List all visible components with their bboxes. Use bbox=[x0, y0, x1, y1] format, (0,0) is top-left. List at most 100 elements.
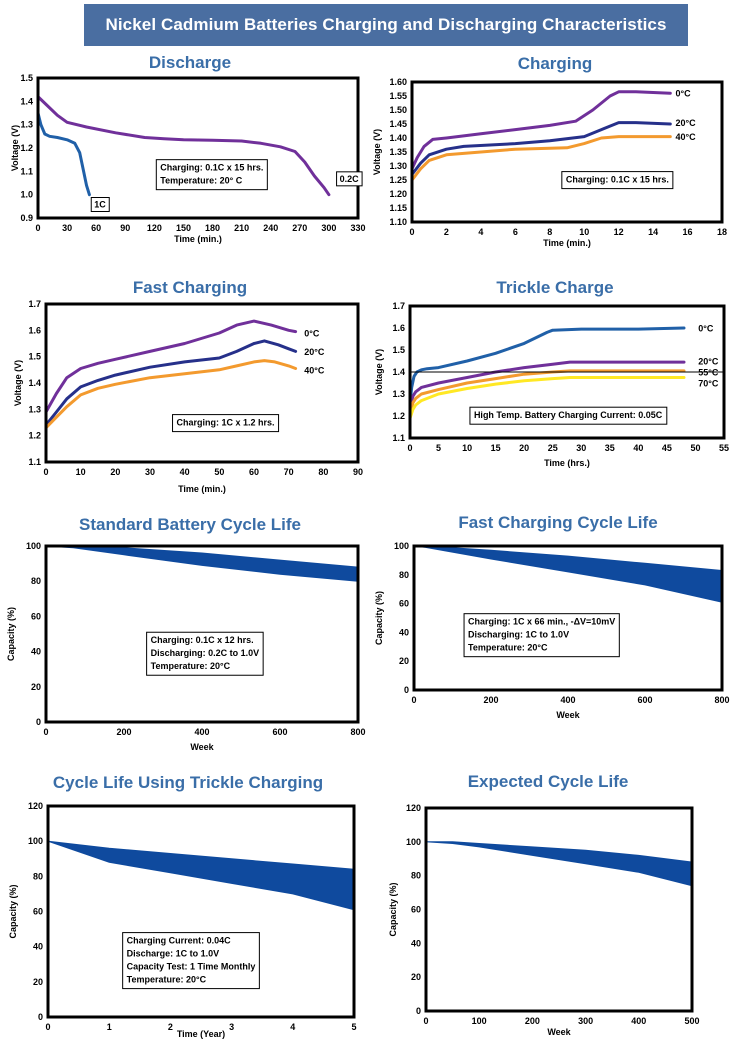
y-tick-label: 100 bbox=[406, 837, 421, 847]
x-tick-label: 3 bbox=[229, 1022, 234, 1032]
y-tick-label: 120 bbox=[28, 801, 43, 811]
series-label-box bbox=[336, 171, 363, 187]
y-tick-label: 1.55 bbox=[389, 91, 407, 101]
x-tick-label: 30 bbox=[145, 467, 155, 477]
y-tick-label: 1.7 bbox=[28, 299, 41, 309]
x-axis-label: Time (Year) bbox=[177, 1029, 225, 1039]
y-tick-label: 80 bbox=[399, 570, 409, 580]
series-line-1c bbox=[39, 112, 91, 197]
series-label-box bbox=[90, 197, 110, 212]
x-tick-label: 400 bbox=[631, 1016, 646, 1026]
notes-box-frame bbox=[463, 613, 620, 658]
x-tick-label: 210 bbox=[234, 223, 249, 233]
x-tick-label: 0 bbox=[43, 467, 48, 477]
x-tick-label: 400 bbox=[194, 727, 209, 737]
y-tick-label: 1.6 bbox=[28, 325, 41, 335]
chart-title-fast-charging-cycle-life: Fast Charging Cycle Life bbox=[458, 513, 658, 532]
x-tick-label: 300 bbox=[578, 1016, 593, 1026]
y-tick-label: 1.20 bbox=[389, 189, 407, 199]
notes-line: Capacity Test: 1 Time Monthly bbox=[127, 962, 256, 972]
x-tick-label: 30 bbox=[62, 223, 72, 233]
notes-box-frame bbox=[146, 631, 264, 676]
notes-box: High Temp. Battery Charging Current: 0.0… bbox=[469, 406, 668, 425]
chart-title-expected-cycle-life: Expected Cycle Life bbox=[467, 772, 629, 791]
x-tick-label: 16 bbox=[683, 227, 693, 237]
x-tick-label: 200 bbox=[116, 727, 131, 737]
y-axis-label: Capacity (%) bbox=[388, 882, 398, 936]
x-tick-label: 80 bbox=[318, 467, 328, 477]
x-tick-label: 25 bbox=[548, 443, 558, 453]
x-tick-label: 0 bbox=[407, 443, 412, 453]
y-tick-label: 1.5 bbox=[20, 73, 33, 83]
x-tick-label: 500 bbox=[684, 1016, 699, 1026]
series-label: 40°C bbox=[304, 365, 325, 375]
y-tick-label: 40 bbox=[33, 942, 43, 952]
y-tick-label: 1.40 bbox=[389, 133, 407, 143]
plot-frame bbox=[410, 80, 724, 224]
y-axis-label: Capacity (%) bbox=[8, 884, 18, 938]
x-tick-label: 60 bbox=[91, 223, 101, 233]
y-axis-label: Capacity (%) bbox=[374, 591, 384, 645]
capacity-band bbox=[422, 547, 721, 603]
chart-trickle_charge: 0 5 10 15 20 25 30 35 40 45 50 55 1.1 1.2 1.3 1.4 1.5 1.6… bbox=[374, 301, 729, 468]
x-tick-label: 12 bbox=[614, 227, 624, 237]
notes-line: Discharging: 1C to 1.0V bbox=[468, 630, 569, 640]
capacity-band bbox=[61, 547, 357, 582]
y-tick-label: 1.2 bbox=[28, 431, 41, 441]
x-tick-label: 90 bbox=[353, 467, 363, 477]
x-tick-label: 14 bbox=[648, 227, 658, 237]
notes-box: Charging: 0.1C x 15 hrs. bbox=[561, 171, 674, 190]
plot-frame bbox=[424, 806, 694, 1013]
chart-title-trickle-charge: Trickle Charge bbox=[496, 278, 614, 297]
x-axis-label: Time (hrs.) bbox=[544, 458, 590, 468]
y-axis-label: Voltage (V) bbox=[374, 349, 384, 395]
x-tick-label: 270 bbox=[292, 223, 307, 233]
x-tick-label: 30 bbox=[576, 443, 586, 453]
y-tick-label: 100 bbox=[28, 836, 43, 846]
x-tick-label: 40 bbox=[633, 443, 643, 453]
plot-area bbox=[422, 547, 721, 603]
y-tick-label: 1.2 bbox=[20, 143, 33, 153]
plot-area bbox=[61, 547, 357, 582]
chart-title-discharge: Discharge bbox=[148, 53, 232, 72]
series-label: 1C bbox=[94, 200, 106, 210]
x-tick-label: 2 bbox=[444, 227, 449, 237]
x-tick-label: 600 bbox=[637, 695, 652, 705]
y-tick-label: 100 bbox=[394, 541, 409, 551]
plot-area bbox=[413, 90, 672, 181]
y-axis-label: Capacity (%) bbox=[6, 607, 16, 661]
x-axis-label: Week bbox=[190, 742, 214, 752]
y-tick-label: 1.4 bbox=[20, 96, 33, 106]
chart-title-cycle-life-trickle: Cycle Life Using Trickle Charging bbox=[52, 773, 324, 792]
notes-box: Charging: 1C x 66 min., -ΔV=10mV Discharg… bbox=[463, 613, 620, 658]
x-axis-label: Time (min.) bbox=[178, 484, 226, 494]
notes-line: Charging: 0.1C x 15 hrs. bbox=[566, 175, 669, 185]
notes-line: Charging: 1C x 1.2 hrs. bbox=[177, 418, 275, 428]
capacity-band bbox=[49, 840, 353, 910]
series-line-02c bbox=[39, 96, 331, 197]
y-tick-label: 40 bbox=[399, 627, 409, 637]
series-line-70c bbox=[411, 376, 686, 419]
x-tick-label: 330 bbox=[350, 223, 365, 233]
notes-line: Temperature: 20°C bbox=[127, 975, 207, 985]
series-label: 55°C bbox=[698, 368, 719, 378]
y-tick-label: 1.60 bbox=[389, 77, 407, 87]
y-tick-label: 60 bbox=[31, 611, 41, 621]
chart-title-fast-charging: Fast Charging bbox=[132, 278, 248, 297]
y-tick-label: 1.1 bbox=[20, 166, 33, 176]
y-tick-label: 80 bbox=[33, 871, 43, 881]
x-tick-label: 200 bbox=[483, 695, 498, 705]
plot-area bbox=[39, 96, 331, 197]
series-label: 70°C bbox=[698, 379, 719, 389]
x-tick-label: 5 bbox=[351, 1022, 356, 1032]
x-tick-label: 45 bbox=[662, 443, 672, 453]
y-tick-label: 1.1 bbox=[28, 457, 41, 467]
x-tick-label: 2 bbox=[168, 1022, 173, 1032]
y-tick-label: 80 bbox=[411, 871, 421, 881]
x-tick-label: 800 bbox=[350, 727, 365, 737]
plot-frame bbox=[36, 76, 360, 220]
x-tick-label: 50 bbox=[690, 443, 700, 453]
x-tick-label: 20 bbox=[519, 443, 529, 453]
x-tick-label: 4 bbox=[478, 227, 483, 237]
x-tick-label: 240 bbox=[263, 223, 278, 233]
